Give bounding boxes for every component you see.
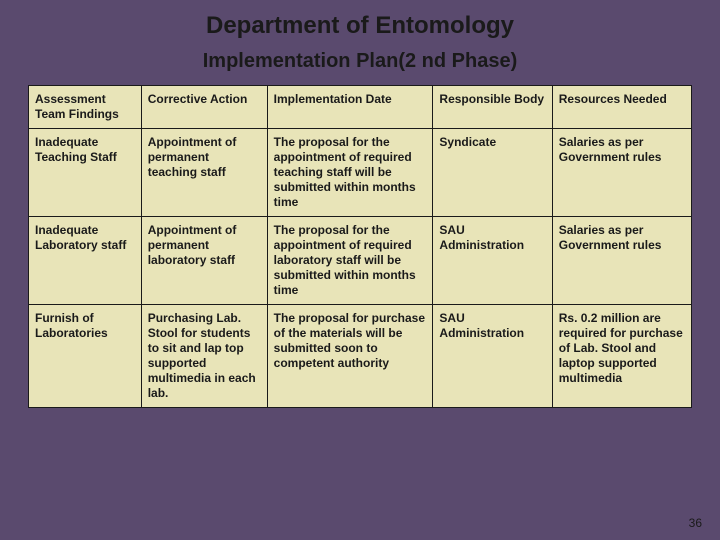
- implementation-table: Assessment Team Findings Corrective Acti…: [28, 85, 692, 408]
- table-row: Inadequate Laboratory staff Appointment …: [29, 217, 692, 305]
- cell: SAU Administration: [433, 305, 552, 408]
- col-header: Assessment Team Findings: [29, 86, 142, 129]
- cell: Inadequate Teaching Staff: [29, 129, 142, 217]
- cell: The proposal for purchase of the materia…: [267, 305, 433, 408]
- page-number: 36: [689, 516, 702, 530]
- cell: Syndicate: [433, 129, 552, 217]
- cell: Appointment of permanent laboratory staf…: [141, 217, 267, 305]
- cell: SAU Administration: [433, 217, 552, 305]
- slide: Department of Entomology Implementation …: [0, 0, 720, 540]
- cell: The proposal for the appointment of requ…: [267, 217, 433, 305]
- col-header: Implementation Date: [267, 86, 433, 129]
- cell: Purchasing Lab. Stool for students to si…: [141, 305, 267, 408]
- cell: Salaries as per Government rules: [552, 129, 691, 217]
- col-header: Resources Needed: [552, 86, 691, 129]
- col-header: Responsible Body: [433, 86, 552, 129]
- table-header-row: Assessment Team Findings Corrective Acti…: [29, 86, 692, 129]
- slide-subtitle: Implementation Plan(2 nd Phase): [28, 50, 692, 73]
- slide-title: Department of Entomology: [28, 12, 692, 40]
- cell: Appointment of permanent teaching staff: [141, 129, 267, 217]
- cell: Furnish of Laboratories: [29, 305, 142, 408]
- cell: The proposal for the appointment of requ…: [267, 129, 433, 217]
- table-row: Inadequate Teaching Staff Appointment of…: [29, 129, 692, 217]
- table-row: Furnish of Laboratories Purchasing Lab. …: [29, 305, 692, 408]
- col-header: Corrective Action: [141, 86, 267, 129]
- cell: Salaries as per Government rules: [552, 217, 691, 305]
- cell: Inadequate Laboratory staff: [29, 217, 142, 305]
- cell: Rs. 0.2 million are required for purchas…: [552, 305, 691, 408]
